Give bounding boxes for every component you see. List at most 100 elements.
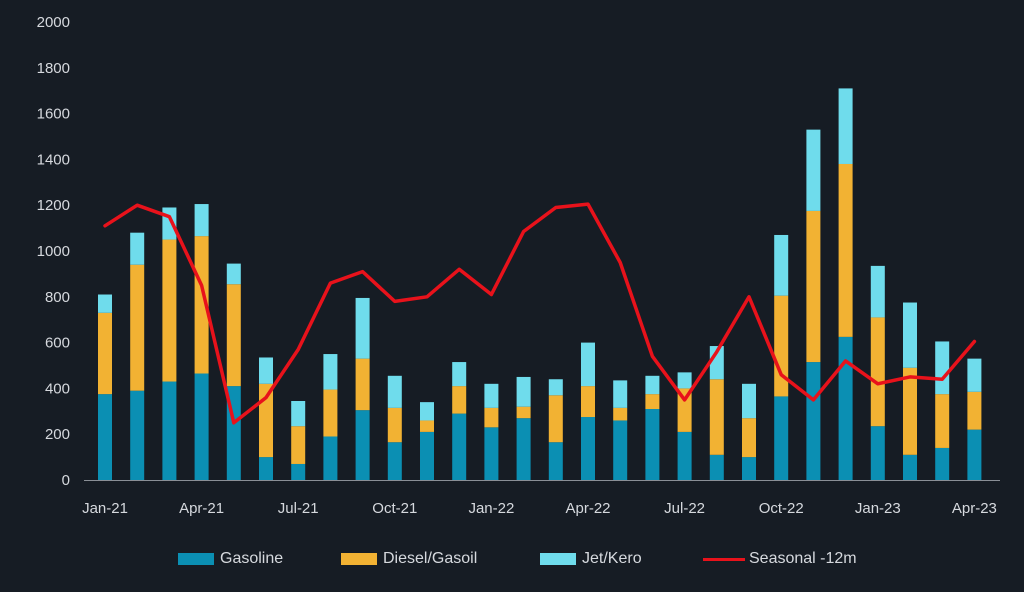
bar-jet-kero-feb-22 bbox=[516, 376, 531, 407]
bar-gasoline-nov-22 bbox=[806, 362, 821, 480]
bar-jet-kero-jan-22 bbox=[484, 383, 499, 408]
bar-jet-kero-feb-21 bbox=[130, 232, 145, 265]
bar-diesel-gasoil-feb-22 bbox=[516, 406, 531, 419]
bar-gasoline-oct-21 bbox=[387, 442, 402, 480]
y-tick-label: 200 bbox=[45, 426, 70, 443]
y-tick-label: 1800 bbox=[37, 60, 70, 77]
bar-gasoline-feb-22 bbox=[516, 418, 531, 480]
legend-label-diesel: Diesel/Gasoil bbox=[383, 550, 478, 567]
legend-item-jet: Jet/Kero bbox=[540, 546, 642, 572]
bar-gasoline-may-22 bbox=[613, 420, 628, 480]
bar-gasoline-apr-22 bbox=[581, 417, 595, 480]
bar-diesel-gasoil-jan-23 bbox=[870, 317, 885, 427]
seasonal-line-group bbox=[103, 202, 977, 425]
bar-jet-kero-jan-23 bbox=[870, 265, 885, 318]
legend-item-diesel: Diesel/Gasoil bbox=[341, 546, 477, 572]
bar-jet-kero-nov-22 bbox=[806, 129, 821, 211]
bar-jet-kero-jan-21 bbox=[98, 294, 112, 313]
bar-jet-kero-jun-21 bbox=[259, 357, 273, 384]
legend-label-jet: Jet/Kero bbox=[582, 550, 642, 567]
bar-jet-kero-apr-22 bbox=[581, 342, 595, 387]
x-tick-label: Apr-23 bbox=[952, 500, 997, 517]
bar-jet-kero-apr-21 bbox=[194, 204, 209, 237]
bar-gasoline-oct-22 bbox=[774, 396, 789, 480]
y-tick-label: 1600 bbox=[37, 106, 70, 123]
bar-jet-kero-dec-22 bbox=[838, 88, 853, 164]
y-tick-label: 2000 bbox=[37, 14, 70, 31]
y-axis-ticks: 0 200 400 600 800 1000 1200 1400 1600 1800 2000 bbox=[37, 14, 70, 489]
legend: Gasoline Diesel/Gasoil Jet/Kero Seasonal… bbox=[0, 546, 1024, 572]
bar-diesel-gasoil-nov-22 bbox=[806, 210, 821, 363]
bar-jet-kero-may-21 bbox=[226, 263, 241, 285]
bar-gasoline-mar-22 bbox=[548, 442, 563, 480]
bar-gasoline-apr-21 bbox=[194, 373, 209, 480]
bar-gasoline-nov-21 bbox=[420, 431, 434, 480]
y-tick-label: 800 bbox=[45, 289, 70, 306]
x-axis-ticks: Jan-21 Apr-21 Jul-21 Oct-21 Jan-22 Apr-22 Jul-… bbox=[82, 500, 997, 517]
x-tick-label: Oct-22 bbox=[759, 500, 804, 517]
bar-jet-kero-sep-22 bbox=[742, 383, 756, 419]
bar-gasoline-aug-21 bbox=[323, 436, 338, 480]
bar-diesel-gasoil-jan-21 bbox=[98, 312, 112, 395]
bar-jet-kero-mar-23 bbox=[935, 341, 950, 395]
bar-gasoline-jul-22 bbox=[677, 431, 692, 480]
bar-jet-kero-feb-23 bbox=[903, 302, 917, 368]
x-tick-label: Jan-23 bbox=[855, 500, 901, 517]
y-tick-label: 1400 bbox=[37, 151, 70, 168]
bar-diesel-gasoil-apr-23 bbox=[967, 391, 982, 430]
bar-diesel-gasoil-jul-22 bbox=[677, 388, 692, 432]
bar-diesel-gasoil-oct-21 bbox=[387, 407, 402, 443]
x-tick-label: Oct-21 bbox=[372, 500, 417, 517]
bar-diesel-gasoil-dec-21 bbox=[452, 386, 467, 414]
bar-jet-kero-mar-22 bbox=[548, 379, 563, 396]
bar-gasoline-jul-21 bbox=[291, 463, 306, 480]
bar-diesel-gasoil-may-21 bbox=[226, 284, 241, 387]
bar-gasoline-jan-22 bbox=[484, 427, 499, 480]
legend-label-seasonal: Seasonal -12m bbox=[749, 550, 857, 567]
bar-gasoline-dec-22 bbox=[838, 336, 853, 480]
bar-gasoline-mar-23 bbox=[935, 447, 950, 480]
x-tick-label: Jan-21 bbox=[82, 500, 128, 517]
y-tick-label: 1200 bbox=[37, 197, 70, 214]
y-tick-label: 600 bbox=[45, 335, 70, 352]
bar-jet-kero-may-22 bbox=[613, 380, 628, 408]
legend-label-gasoline: Gasoline bbox=[220, 550, 284, 567]
bar-diesel-gasoil-oct-22 bbox=[774, 295, 789, 397]
x-tick-label: Jul-22 bbox=[664, 500, 705, 517]
y-tick-label: 400 bbox=[45, 380, 70, 397]
bar-diesel-gasoil-sep-22 bbox=[742, 418, 756, 458]
bar-gasoline-sep-21 bbox=[355, 410, 370, 480]
bar-jet-kero-jul-21 bbox=[291, 400, 306, 427]
bar-diesel-gasoil-mar-21 bbox=[162, 239, 177, 382]
bar-diesel-gasoil-feb-23 bbox=[903, 367, 917, 455]
bar-jet-kero-sep-21 bbox=[355, 297, 370, 359]
legend-swatch-gasoline bbox=[178, 553, 214, 565]
bar-diesel-gasoil-jan-22 bbox=[484, 407, 499, 428]
bar-jet-kero-oct-21 bbox=[387, 375, 402, 408]
legend-swatch-diesel bbox=[341, 553, 377, 565]
bar-diesel-gasoil-nov-21 bbox=[420, 420, 434, 432]
legend-swatch-jet bbox=[540, 553, 576, 565]
bar-diesel-gasoil-jun-22 bbox=[645, 394, 660, 410]
bar-diesel-gasoil-jul-21 bbox=[291, 426, 306, 464]
x-tick-label: Apr-21 bbox=[179, 500, 224, 517]
bar-diesel-gasoil-apr-22 bbox=[581, 386, 595, 418]
bar-diesel-gasoil-may-22 bbox=[613, 407, 628, 421]
bar-jet-kero-aug-21 bbox=[323, 354, 338, 390]
bar-jet-kero-jun-22 bbox=[645, 375, 660, 395]
bar-diesel-gasoil-mar-22 bbox=[548, 395, 563, 443]
legend-item-gasoline: Gasoline bbox=[178, 546, 283, 572]
bar-gasoline-feb-23 bbox=[903, 454, 917, 480]
bar-diesel-gasoil-aug-22 bbox=[709, 379, 724, 455]
seasonal-line bbox=[103, 202, 977, 425]
x-tick-label: Jul-21 bbox=[278, 500, 319, 517]
bar-jet-kero-nov-21 bbox=[420, 402, 434, 421]
x-tick-label: Jan-22 bbox=[468, 500, 514, 517]
bar-diesel-gasoil-dec-22 bbox=[838, 163, 853, 337]
bar-jet-kero-jul-22 bbox=[677, 372, 692, 389]
bar-diesel-gasoil-mar-23 bbox=[935, 394, 950, 448]
x-tick-label: Apr-22 bbox=[565, 500, 610, 517]
bar-gasoline-aug-22 bbox=[709, 454, 724, 480]
bar-gasoline-jun-22 bbox=[645, 409, 660, 480]
